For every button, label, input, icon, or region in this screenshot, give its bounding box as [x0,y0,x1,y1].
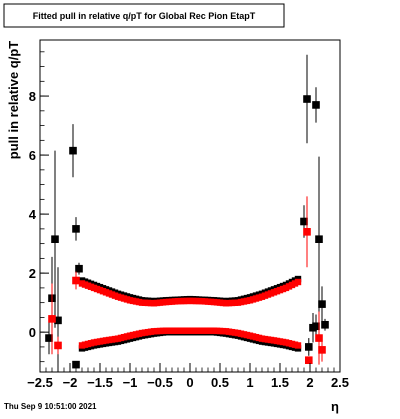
series-1 [48,196,326,365]
x-axis: −2.5 −2 −1.5 −1 −0.5 0 0.5 1 1.5 2 2.5 [27,363,349,390]
data-point [318,346,326,354]
data-point [312,101,320,109]
data-point [45,334,53,342]
y-tick-label: 2 [29,266,36,281]
x-tick-label: 2.5 [331,375,349,390]
data-point [75,264,83,273]
x-tick-label: −1.5 [87,375,113,390]
data-point [318,300,326,308]
x-tick-label: −2 [63,375,78,390]
timestamp-label: Thu Sep 9 10:51:00 2021 [4,402,97,411]
data-point [54,341,62,350]
data-point [300,217,308,226]
data-point [321,320,329,329]
data-point [51,235,59,243]
y-tick-label: 0 [29,325,36,340]
data-point [303,228,311,236]
data-point [69,146,77,155]
data-point [48,315,56,323]
chart-title: Fitted pull in relative q/pT for Global … [33,11,256,21]
data-point [294,278,302,286]
x-tick-label: 1.5 [271,375,289,390]
data-point [72,276,80,285]
data-point [303,95,311,103]
data-point [294,342,302,349]
data-point [315,334,323,342]
y-axis-label: pull in relative q/pT [6,41,21,160]
x-tick-label: 2 [306,375,313,390]
title-box [3,3,285,28]
x-tick-label: 1 [246,375,253,390]
y-tick-label: 8 [29,89,36,104]
data-point [72,360,80,369]
plot-area [45,54,329,372]
x-axis-label: η [331,399,339,414]
data-point [312,322,320,331]
x-tick-label: 0.5 [211,375,229,390]
x-tick-label: 0 [186,375,193,390]
y-tick-label: 6 [29,148,36,163]
data-point [305,343,313,351]
data-point [72,225,80,233]
data-point [315,235,323,243]
y-axis: 0 2 4 6 8 [29,51,49,363]
y-tick-label: 4 [29,207,37,222]
x-tick-label: −2.5 [27,375,53,390]
data-point [305,356,313,364]
x-tick-label: −1 [123,375,138,390]
data-point [54,316,62,325]
x-tick-label: −0.5 [147,375,173,390]
